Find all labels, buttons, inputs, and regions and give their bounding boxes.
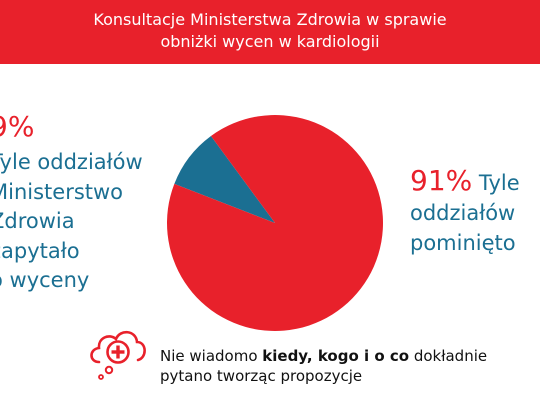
- right-slice-first-line: 91% Tyle: [410, 166, 540, 198]
- footnote-line2: pytano tworząc propozycje: [160, 367, 363, 385]
- pie-slice: [167, 115, 383, 331]
- pie-slice: [174, 136, 275, 223]
- right-slice-line: Tyle: [478, 171, 520, 195]
- left-slice-line: Ministerstwo: [0, 179, 124, 204]
- pie-chart: [167, 115, 383, 331]
- footnote-bold: kiedy, kogo i o co: [262, 347, 410, 365]
- footnote: Nie wiadomo kiedy, kogo i o co dokładnie…: [160, 346, 540, 386]
- right-slice-line: pominięto: [410, 231, 516, 255]
- left-slice-line: Tyle oddziałów: [0, 150, 143, 174]
- left-slice-percent: 9%: [0, 110, 35, 143]
- footnote-text: dokładnie: [409, 347, 488, 365]
- header-title-line1: Konsultacje Ministerstwa Zdrowia w spraw…: [93, 10, 447, 29]
- left-slice-line: o wyceny: [0, 268, 90, 292]
- header-title-line2: obniżki wycen w kardiologii: [160, 32, 380, 51]
- cloud-plus-icon: [90, 330, 146, 380]
- left-slice-line: Zdrowia: [0, 209, 75, 233]
- right-slice-label: 91% Tyle oddziałów pominięto: [410, 166, 540, 258]
- footnote-text: Nie wiadomo: [160, 347, 263, 365]
- left-slice-line: zapytało: [0, 238, 80, 263]
- footnote-line1: Nie wiadomo kiedy, kogo i o co dokładnie: [160, 346, 540, 366]
- left-slice-label: 9% Tyle oddziałów Ministerstwo Zdrowia z…: [0, 112, 175, 296]
- right-slice-percent: 91%: [410, 164, 473, 197]
- right-slice-line: oddziałów: [410, 201, 516, 225]
- header-banner: Konsultacje Ministerstwa Zdrowia w spraw…: [0, 0, 540, 64]
